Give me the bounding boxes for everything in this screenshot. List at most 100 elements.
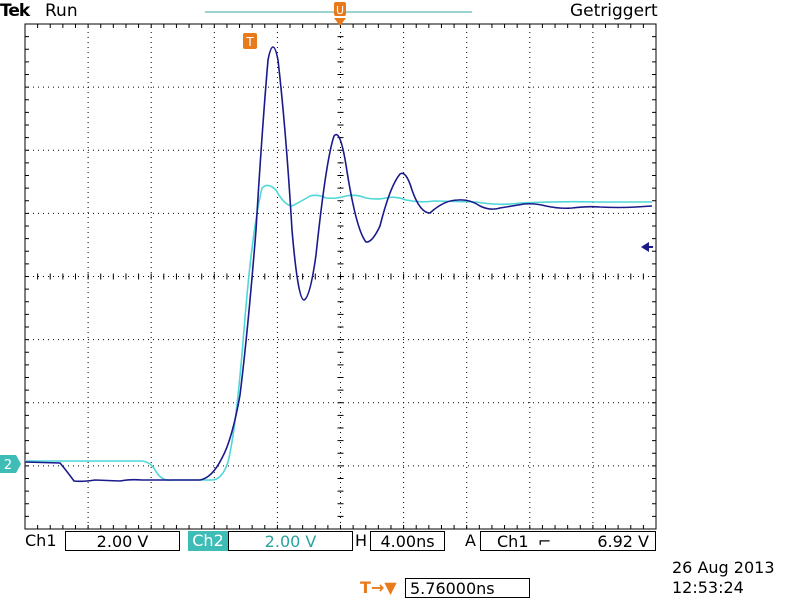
graticule-dot: [87, 127, 89, 128]
graticule-dot: [150, 322, 152, 323]
ch1-scale[interactable]: 2.00 V: [65, 531, 180, 551]
graticule-dot: [198, 276, 199, 277]
graticule-dot: [529, 237, 531, 238]
graticule-dot: [403, 437, 405, 438]
graticule-dot: [103, 149, 104, 151]
ch2-scale[interactable]: 2.00 V: [228, 531, 353, 551]
graticule-dot: [418, 149, 419, 151]
graticule-dot: [213, 287, 215, 288]
graticule-dot: [173, 86, 174, 88]
graticule-dot: [150, 197, 152, 198]
graticule-dot: [203, 149, 204, 151]
graticule-dot: [466, 332, 468, 333]
graticule-dot: [213, 47, 215, 48]
graticule-dot: [178, 402, 179, 404]
graticule-dot: [413, 276, 414, 277]
graticule-dot: [48, 402, 49, 404]
graticule-dot: [438, 339, 439, 341]
graticule-dot: [213, 167, 215, 168]
graticule-dot: [538, 212, 539, 214]
graticule-dot: [340, 307, 341, 308]
graticule-dot: [143, 276, 144, 277]
graticule-dot: [498, 465, 499, 467]
graticule-dot: [463, 276, 464, 277]
graticule-dot: [150, 162, 152, 163]
trigger-position-marker[interactable]: U: [334, 2, 346, 26]
acquisition-state[interactable]: Run: [45, 1, 78, 21]
graticule-dot: [218, 465, 219, 467]
graticule-dot: [529, 417, 531, 418]
graticule-dot: [529, 167, 531, 168]
graticule-dot: [138, 465, 139, 467]
graticule-dot: [333, 465, 334, 467]
graticule-dot: [448, 212, 449, 214]
graticule-dot: [213, 127, 215, 128]
graticule-dot: [308, 212, 309, 214]
graticule-dot: [63, 465, 64, 467]
graticule-dot: [150, 492, 152, 493]
trigger-level-marker[interactable]: [641, 242, 653, 252]
graticule-dot: [438, 149, 439, 151]
graticule-dot: [529, 402, 531, 403]
graticule-dot: [592, 407, 594, 408]
graticule-dot: [263, 276, 264, 277]
graticule-dot: [87, 367, 89, 368]
graticule-dot: [213, 452, 215, 453]
graticule-dot: [466, 47, 468, 48]
graticule-dot: [188, 339, 189, 341]
ch1-label[interactable]: Ch1: [25, 531, 57, 550]
graticule-dot: [78, 149, 79, 151]
graticule-dot: [87, 257, 89, 258]
graticule-dot: [113, 149, 114, 151]
trigger-marker[interactable]: T: [243, 33, 257, 49]
graticule-dot: [403, 457, 405, 458]
graticule-dot: [276, 92, 278, 93]
graticule-dot: [183, 402, 184, 404]
graticule-dot: [150, 317, 152, 318]
graticule-dot: [592, 197, 594, 198]
graticule-dot: [466, 137, 468, 138]
graticule-dot: [68, 339, 69, 341]
graticule-dot: [528, 402, 529, 404]
graticule-dot: [63, 86, 64, 88]
graticule-dot: [466, 322, 468, 323]
graticule-dot: [87, 182, 89, 183]
graticule-dot: [238, 86, 239, 88]
horizontal-scale[interactable]: 4.00ns: [370, 531, 445, 551]
graticule-dot: [276, 357, 278, 358]
graticule-dot: [503, 212, 504, 214]
graticule-dot: [333, 276, 334, 277]
graticule-dot: [529, 392, 531, 393]
trigger-settings[interactable]: Ch1 ⌐ 6.92 V: [480, 531, 656, 551]
graticule-dot: [58, 402, 59, 404]
ch2-marker[interactable]: 2: [0, 455, 21, 473]
graticule-dot: [592, 282, 594, 283]
graticule-dot: [648, 212, 649, 214]
graticule-dot: [648, 402, 649, 404]
graticule-dot: [623, 212, 624, 214]
ch2-label[interactable]: Ch2: [188, 531, 228, 551]
graticule-dot: [78, 339, 79, 341]
graticule-dot: [276, 237, 278, 238]
graticule-dot: [403, 492, 405, 493]
graticule-dot: [643, 86, 644, 88]
graticule-dot: [208, 339, 209, 341]
graticule-dot: [529, 357, 531, 358]
graticule-dot: [553, 212, 554, 214]
graticule-dot: [378, 212, 379, 214]
graticule-dot: [340, 267, 341, 268]
graticule-dot: [466, 227, 468, 228]
graticule-dot: [466, 282, 468, 283]
graticule-dot: [466, 67, 468, 68]
graticule-dot: [87, 332, 89, 333]
graticule-dot: [378, 465, 379, 467]
graticule-dot: [483, 212, 484, 214]
graticule-dot: [193, 402, 194, 404]
graticule-dot: [278, 465, 279, 467]
graticule-dot: [318, 212, 319, 214]
graticule-dot: [263, 86, 264, 88]
graticule-dot: [163, 212, 164, 214]
trigger-position-value[interactable]: 5.76000ns: [405, 578, 530, 598]
graticule-dot: [529, 452, 531, 453]
graticule-dot: [340, 182, 341, 183]
